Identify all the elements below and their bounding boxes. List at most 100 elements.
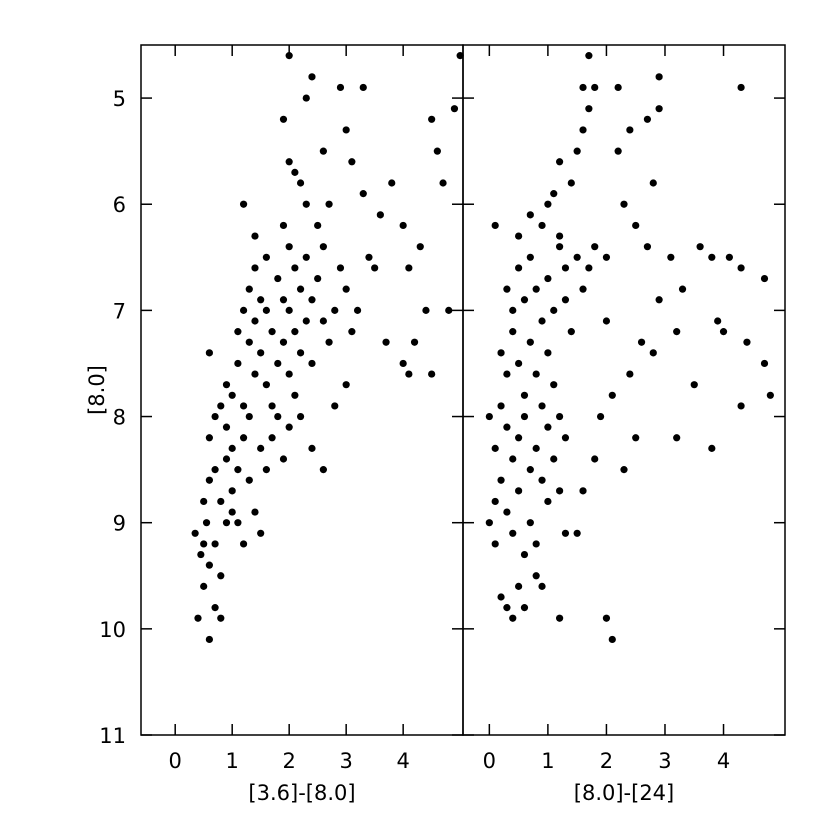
- point: [245, 412, 253, 421]
- point: [526, 211, 534, 219]
- point: [503, 370, 511, 378]
- point: [579, 285, 587, 293]
- y-axis-label: [8.0]: [85, 365, 109, 415]
- point: [211, 604, 219, 612]
- point: [579, 83, 587, 92]
- point: [308, 73, 316, 81]
- point: [544, 423, 552, 431]
- point: [485, 412, 493, 421]
- point: [632, 221, 640, 230]
- plot-frame: [462, 44, 786, 736]
- point: [428, 370, 436, 378]
- point: [285, 52, 293, 60]
- x-tick-label: 3: [339, 749, 352, 773]
- point: [245, 338, 253, 346]
- point: [222, 381, 231, 389]
- point: [228, 487, 236, 495]
- point: [191, 529, 199, 537]
- x-tick-label: 1: [541, 749, 554, 773]
- point: [509, 328, 517, 336]
- point: [497, 349, 505, 357]
- point: [491, 540, 499, 548]
- point: [257, 349, 265, 357]
- point: [205, 349, 213, 357]
- point: [550, 306, 558, 314]
- point: [405, 264, 413, 272]
- point: [585, 52, 593, 60]
- y-tick-label: 7: [113, 299, 126, 323]
- point: [550, 455, 558, 463]
- point: [620, 200, 628, 208]
- point: [760, 359, 769, 368]
- point: [497, 402, 505, 410]
- point: [503, 423, 511, 431]
- point: [399, 221, 407, 230]
- point: [302, 317, 310, 325]
- point: [573, 529, 581, 537]
- point: [228, 508, 236, 516]
- point: [308, 444, 316, 452]
- y-tick-label: 11: [99, 724, 126, 748]
- point: [737, 402, 745, 410]
- point: [585, 264, 593, 272]
- point: [714, 317, 722, 325]
- point: [561, 264, 570, 272]
- point: [538, 402, 546, 410]
- x-axis-label: [3.6]-[8.0]: [248, 781, 355, 805]
- point: [405, 370, 413, 378]
- point: [538, 221, 546, 230]
- point: [399, 359, 407, 368]
- point: [382, 338, 390, 346]
- point: [200, 497, 208, 506]
- point: [485, 519, 493, 527]
- point: [556, 614, 564, 622]
- point: [766, 391, 774, 399]
- point: [532, 285, 540, 293]
- point: [274, 359, 282, 368]
- point: [285, 423, 293, 431]
- point: [302, 94, 310, 102]
- point: [620, 466, 628, 474]
- point: [655, 73, 663, 81]
- point: [497, 593, 505, 601]
- point: [737, 83, 745, 92]
- point: [217, 614, 225, 622]
- point: [520, 296, 529, 304]
- point: [503, 285, 511, 293]
- point: [239, 200, 248, 208]
- y-tick-label: 8: [113, 406, 126, 430]
- point: [538, 317, 546, 325]
- point: [279, 221, 288, 230]
- point: [649, 179, 657, 187]
- point: [655, 296, 663, 304]
- point: [573, 147, 581, 155]
- point: [725, 253, 733, 261]
- point: [296, 179, 305, 187]
- point: [197, 550, 205, 559]
- point: [532, 540, 540, 548]
- point: [194, 614, 202, 622]
- point: [561, 529, 570, 537]
- point: [497, 476, 505, 484]
- point: [439, 179, 447, 187]
- point: [561, 296, 570, 304]
- point: [234, 466, 242, 474]
- point: [526, 466, 534, 474]
- point: [591, 243, 599, 251]
- point: [234, 519, 242, 527]
- point: [503, 604, 511, 612]
- point: [491, 444, 499, 452]
- point: [296, 412, 305, 421]
- point: [532, 572, 540, 580]
- point: [544, 497, 552, 506]
- point: [591, 83, 599, 92]
- point: [234, 359, 242, 368]
- point: [257, 296, 265, 304]
- point: [251, 508, 259, 516]
- point: [239, 402, 248, 410]
- point: [200, 540, 208, 548]
- point: [228, 444, 236, 452]
- point: [520, 550, 529, 559]
- point: [262, 381, 270, 389]
